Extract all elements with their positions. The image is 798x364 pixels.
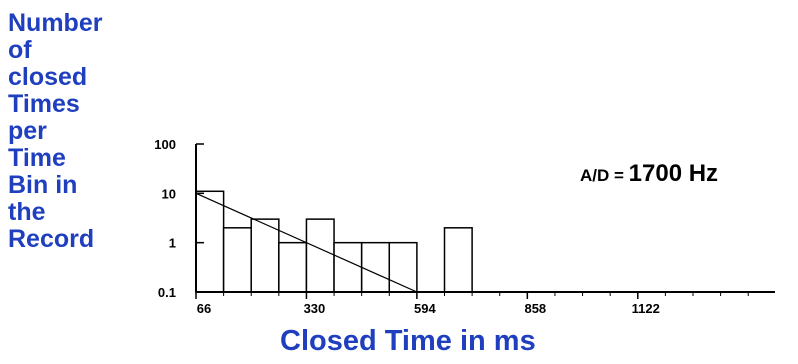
sampling-rate-annotation: A/D = 1700 Hz <box>580 160 718 188</box>
x-axis-label: Closed Time in ms <box>280 325 536 357</box>
y-axis-label-line: closed <box>8 63 88 91</box>
y-axis-label-line: of <box>8 36 32 64</box>
x-tick-label: 330 <box>304 301 326 316</box>
histogram-bar <box>360 241 391 293</box>
y-axis-label-line: Times <box>8 90 80 118</box>
histogram-bar <box>305 218 335 293</box>
histogram-bar <box>195 190 225 293</box>
y-tick-label: 10 <box>162 186 176 201</box>
y-tick-label: 1 <box>169 236 176 251</box>
y-axis-label-line: per <box>8 117 47 145</box>
y-axis-label-line: Record <box>8 225 95 253</box>
sampling-rate-value: 1700 Hz <box>628 160 719 187</box>
histogram-bar <box>443 227 473 293</box>
y-axis-label-line: the <box>8 198 46 226</box>
y-axis-label-line: Number <box>8 9 103 37</box>
histogram-bar <box>250 218 280 293</box>
y-tick-label: 0.1 <box>158 285 176 300</box>
x-tick-label: 858 <box>524 301 546 316</box>
histogram-bar <box>222 227 252 293</box>
histogram-bar <box>388 241 418 293</box>
x-tick-label: 66 <box>197 301 211 316</box>
y-axis-label: Number of closed Times per Time Bin in the Recor… <box>8 10 158 253</box>
y-axis-label-line: Time <box>8 144 66 172</box>
x-tick-label: 594 <box>414 301 436 316</box>
exponential-fit-line <box>195 192 418 293</box>
sampling-rate-prefix: A/D = <box>580 166 629 185</box>
histogram-bar <box>333 241 363 293</box>
histogram-bar <box>278 241 308 293</box>
x-tick-label: 1122 <box>632 301 660 316</box>
y-tick-label: 100 <box>154 137 176 152</box>
y-axis-label-line: Bin in <box>8 171 78 199</box>
